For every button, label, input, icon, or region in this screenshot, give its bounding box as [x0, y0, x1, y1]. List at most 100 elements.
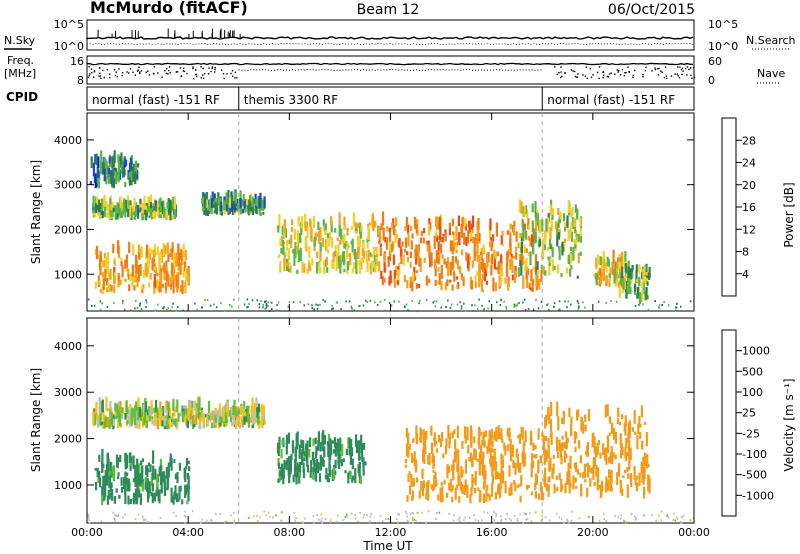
echo-cell — [151, 492, 154, 504]
echo-cell — [561, 518, 563, 521]
echo-cell — [332, 467, 335, 480]
echo-cell — [558, 216, 561, 223]
echo-cell — [549, 257, 552, 263]
echo-cell — [371, 254, 374, 258]
echo-cell — [324, 223, 327, 232]
echo-cell — [117, 515, 119, 518]
echo-cell — [354, 517, 357, 520]
echo-cell — [494, 467, 497, 480]
echo-cell — [488, 300, 491, 303]
echo-cell — [613, 427, 616, 440]
echo-cell — [575, 229, 578, 238]
echo-cell — [143, 195, 146, 208]
nave-point — [113, 69, 116, 71]
echo-cell — [412, 521, 414, 524]
power-colorbar-label: 8 — [742, 246, 749, 259]
echo-cell — [598, 519, 601, 522]
echo-cell — [435, 517, 437, 520]
echo-cell — [188, 466, 191, 471]
echo-cell — [305, 458, 308, 462]
echo-cell — [563, 521, 565, 524]
echo-cell — [633, 466, 636, 480]
echo-cell — [300, 439, 303, 449]
echo-cell — [383, 258, 386, 273]
nave-point — [232, 75, 234, 77]
echo-cell — [213, 303, 215, 306]
echo-cell — [331, 440, 334, 444]
echo-cell — [518, 199, 521, 213]
echo-cell — [490, 265, 493, 276]
echo-cell — [407, 224, 410, 234]
echo-cell — [519, 254, 522, 264]
echo-cell — [154, 468, 157, 480]
echo-cell — [198, 396, 201, 411]
nave-point — [574, 75, 576, 78]
echo-cell — [141, 465, 144, 481]
echo-cell — [137, 406, 140, 421]
nave-point — [115, 71, 117, 73]
echo-cell — [411, 495, 414, 502]
nave-point — [665, 75, 668, 77]
echo-cell — [530, 491, 534, 496]
echo-cell — [201, 198, 204, 204]
echo-cell — [112, 243, 115, 254]
echo-cell — [495, 515, 497, 518]
echo-cell — [643, 469, 646, 479]
echo-cell — [250, 408, 253, 416]
echo-cell — [564, 222, 567, 229]
echo-cell — [575, 485, 578, 489]
echo-cell — [185, 466, 188, 470]
echo-cell — [324, 474, 327, 480]
echo-cell — [230, 201, 233, 212]
echo-cell — [99, 211, 102, 220]
echo-cell — [514, 462, 517, 475]
echo-cell — [461, 217, 464, 228]
nave-point — [624, 72, 626, 74]
nave-point — [665, 77, 668, 80]
echo-cell — [110, 169, 113, 173]
echo-cell — [474, 487, 477, 494]
echo-cell — [588, 465, 591, 473]
echo-cell — [214, 414, 217, 423]
echo-cell — [626, 288, 630, 293]
echo-cell — [121, 410, 124, 420]
echo-cell — [223, 521, 226, 524]
echo-cell — [194, 302, 196, 305]
echo-cell — [414, 463, 417, 470]
echo-cell — [592, 466, 595, 480]
echo-cell — [554, 221, 557, 230]
echo-cell — [109, 400, 112, 413]
echo-cell — [660, 510, 663, 513]
echo-cell — [154, 309, 156, 312]
echo-cell — [615, 269, 618, 273]
echo-cell — [449, 306, 452, 309]
echo-cell — [426, 244, 429, 252]
x-tick-label: 08:00 — [273, 526, 305, 539]
echo-cell — [193, 423, 196, 428]
echo-cell — [92, 195, 95, 208]
echo-cell — [465, 309, 467, 312]
echo-cell — [504, 480, 507, 494]
echo-cell — [368, 222, 371, 226]
echo-cell — [101, 422, 104, 429]
echo-cell — [136, 205, 139, 215]
echo-cell — [116, 209, 119, 217]
echo-cell — [421, 511, 423, 514]
echo-cell — [450, 241, 453, 251]
echo-cell — [560, 273, 563, 278]
echo-cell — [437, 241, 440, 252]
echo-cell — [559, 212, 562, 220]
echo-cell — [379, 247, 382, 257]
nave-point — [90, 68, 93, 70]
echo-cell — [655, 519, 657, 522]
echo-cell — [673, 512, 675, 515]
echo-cell — [435, 231, 438, 238]
echo-cell — [441, 493, 444, 500]
echo-cell — [579, 227, 582, 236]
echo-cell — [455, 276, 459, 280]
nave-point — [614, 73, 616, 75]
echo-cell — [651, 513, 653, 516]
echo-cell — [160, 488, 163, 494]
echo-cell — [128, 179, 132, 183]
nave-point — [121, 72, 124, 74]
